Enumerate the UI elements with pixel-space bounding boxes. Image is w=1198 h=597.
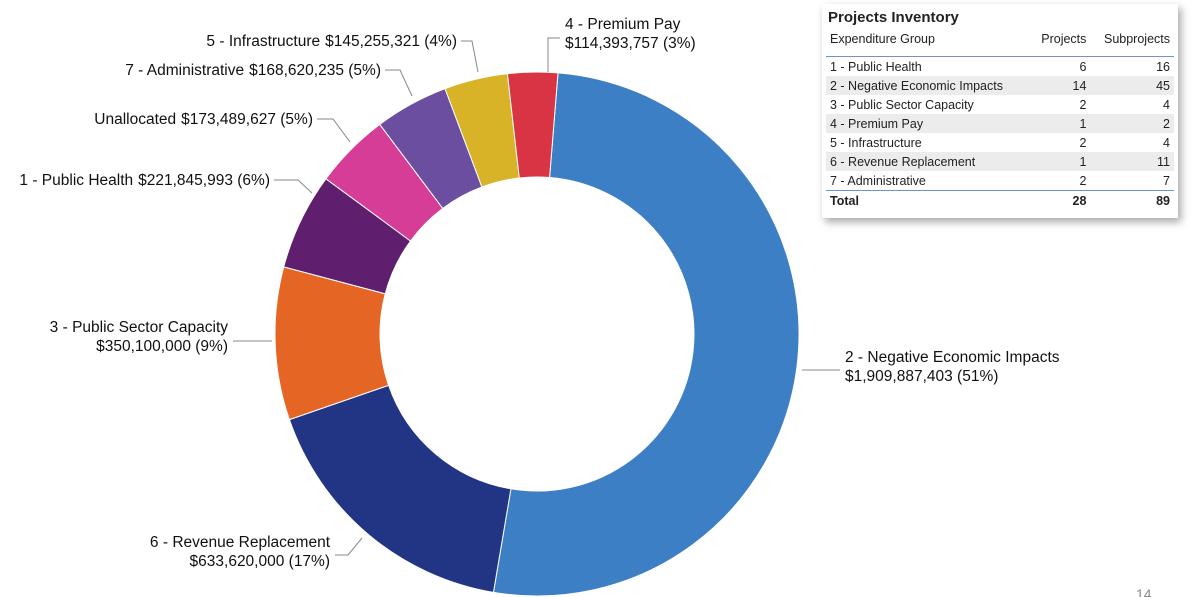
header-row: Expenditure Group Projects Subprojects	[826, 30, 1174, 57]
leader-line	[335, 537, 363, 556]
table-row: 4 - Premium Pay 1 2	[826, 114, 1174, 133]
table-cell: 3 - Public Sector Capacity	[830, 97, 974, 112]
category-label: 4 - Premium Pay	[565, 16, 681, 33]
table-cell: 6	[1079, 59, 1087, 74]
table-cell: 4	[1163, 97, 1170, 112]
total-row: Total 28 89	[826, 190, 1174, 210]
table-cell: 1 - Public Health	[830, 59, 922, 74]
table-cell: 2	[1090, 114, 1174, 133]
table-cell: 1	[1030, 114, 1091, 133]
table-cell: 2	[1079, 97, 1087, 112]
page-number: 14	[1136, 586, 1152, 597]
projects-table: Projects Inventory Expenditure Group Proj…	[822, 4, 1178, 218]
slice-label: 1 - Public Health $221,845,993 (6%)	[19, 172, 270, 189]
table-row: 3 - Public Sector Capacity 2 4	[826, 95, 1174, 114]
category-label: Unallocated	[94, 111, 176, 128]
table: Expenditure Group Projects Subprojects 1 -…	[826, 30, 1174, 210]
slice-label: 3 - Public Sector Capacity $350,100,000 (…	[50, 319, 229, 355]
table-cell: 4 - Premium Pay	[826, 114, 1031, 133]
table-title: Projects Inventory	[828, 9, 959, 26]
table-cell: 14	[1030, 76, 1091, 95]
value-label: $168,620,235 (5%)	[249, 62, 381, 79]
category-label: 2 - Negative Economic Impacts	[845, 349, 1060, 366]
value-label: $145,255,321 (4%)	[325, 33, 457, 50]
table-row: 5 - Infrastructure 2 4	[826, 133, 1174, 152]
total-cell: 28	[1030, 190, 1091, 210]
slice-label: 5 - Infrastructure $145,255,321 (4%)	[206, 33, 457, 50]
category-label: 1 - Public Health	[19, 172, 133, 189]
leader-line	[317, 118, 351, 143]
table-cell: 5 - Infrastructure	[830, 135, 922, 150]
table-cell: 1	[1030, 152, 1091, 171]
slice-label: 6 - Revenue Replacement $633,620,000 (17%…	[150, 534, 331, 570]
column-header: Subprojects	[1090, 30, 1174, 57]
total-cell: Total	[826, 190, 1031, 210]
value-label: $1,909,887,403 (51%)	[845, 368, 998, 385]
leader-line	[461, 40, 479, 73]
slice-label: Unallocated $173,489,627 (5%)	[94, 111, 313, 128]
table-cell: 2	[1079, 173, 1087, 188]
table-row: 1 - Public Health 6 16	[826, 57, 1174, 77]
donut-slice	[492, 72, 800, 597]
value-label: $350,100,000 (9%)	[96, 338, 228, 355]
table-cell: 45	[1090, 76, 1174, 95]
slice-label: 2 - Negative Economic Impacts $1,909,887,…	[845, 349, 1060, 385]
table-cell: 4	[1163, 135, 1170, 150]
table-cell: 7	[1163, 173, 1170, 188]
leader-line	[385, 69, 413, 97]
total-cell: 89	[1090, 190, 1174, 210]
table-cell: 6 - Revenue Replacement	[826, 152, 1031, 171]
leader-line	[547, 37, 560, 72]
table-row: 2 - Negative Economic Impacts 14 45	[826, 76, 1174, 95]
column-header: Projects	[1030, 30, 1091, 57]
table-row: 6 - Revenue Replacement 1 11	[826, 152, 1174, 171]
column-header: Expenditure Group	[826, 30, 1031, 57]
donut-slice	[506, 71, 559, 179]
category-label: 6 - Revenue Replacement	[150, 534, 331, 551]
category-label: 7 - Administrative	[125, 62, 244, 79]
value-label: $221,845,993 (6%)	[138, 172, 270, 189]
category-label: 3 - Public Sector Capacity	[50, 319, 229, 336]
table-cell: 2	[1079, 135, 1087, 150]
table-cell: 2 - Negative Economic Impacts	[826, 76, 1031, 95]
value-label: $633,620,000 (17%)	[190, 553, 330, 570]
value-label: $173,489,627 (5%)	[181, 111, 313, 128]
value-label: $114,393,757 (3%)	[565, 35, 696, 52]
table-row: 7 - Administrative 2 7	[826, 171, 1174, 191]
table-cell: 7 - Administrative	[830, 173, 926, 188]
table-cell: 16	[1156, 59, 1170, 74]
slice-label: 7 - Administrative $168,620,235 (5%)	[125, 62, 381, 79]
leader-line	[274, 179, 313, 194]
category-label: 5 - Infrastructure	[206, 33, 320, 50]
table-cell: 11	[1090, 152, 1174, 171]
slice-label: 4 - Premium Pay $114,393,757 (3%)	[565, 16, 696, 52]
